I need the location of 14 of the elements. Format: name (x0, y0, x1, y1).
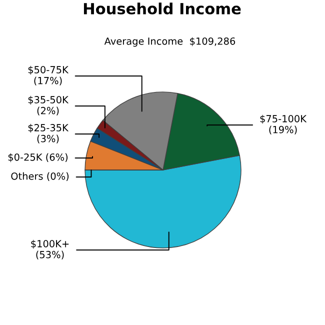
slice-label: $50-75K (28, 66, 69, 75)
legend-label: Others (0%) (11, 172, 69, 181)
data-label: (2%) (37, 106, 59, 116)
data-label: (17%) (34, 76, 62, 86)
slice-label: $35-50K (28, 96, 69, 105)
slice-label: $0-25K (6%) (8, 153, 68, 162)
chart-subtitle: Average Income $109,286 (104, 37, 236, 47)
chart-title: Household Income (84, 2, 241, 14)
data-label: (53%) (36, 250, 64, 260)
slice-label: $100K+ (31, 240, 69, 249)
data-label: (3%) (37, 134, 59, 144)
data-label: (19%) (269, 126, 297, 134)
slice-label: $25-35K (28, 124, 69, 133)
slice-label: $75-100K (260, 114, 307, 124)
